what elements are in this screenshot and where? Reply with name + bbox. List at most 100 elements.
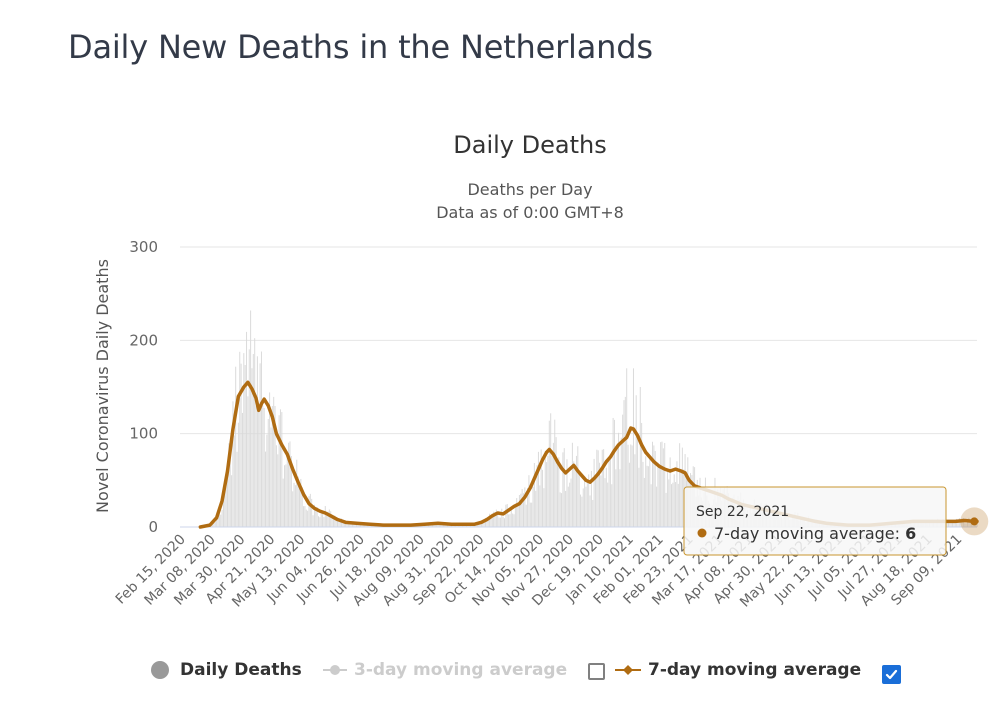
daily-deaths-bar [213,522,215,527]
daily-deaths-bar [353,523,355,527]
daily-deaths-bar [573,461,575,527]
daily-deaths-bar [313,504,315,527]
daily-deaths-bar [482,521,484,527]
daily-deaths-bar [517,503,519,527]
daily-deaths-bar [642,461,644,527]
daily-deaths-bar [960,519,962,527]
daily-deaths-bar [533,463,535,527]
daily-deaths-bar [952,522,954,527]
daily-deaths-bar [662,448,664,527]
daily-deaths-bar [523,493,525,527]
daily-deaths-bar [266,434,268,527]
daily-deaths-bar [949,522,951,527]
daily-deaths-bar [236,451,238,527]
daily-deaths-bar [536,465,538,527]
daily-deaths-bar [582,488,584,527]
chart-title: Daily Deaths [453,131,606,159]
legend-item-daily-deaths[interactable]: Daily Deaths [150,659,302,681]
daily-deaths-bar [657,462,659,527]
daily-deaths-bar [251,368,253,527]
daily-deaths-bar [263,408,265,527]
daily-deaths-bar [220,514,222,527]
daily-deaths-bar [305,509,307,527]
daily-deaths-bar [298,486,300,527]
daily-deaths-bar [600,475,602,527]
daily-deaths-bar [969,519,971,527]
daily-deaths-bar [247,396,249,527]
daily-deaths-bar [638,467,640,527]
daily-deaths-bar [546,462,548,527]
daily-deaths-bar [531,502,533,527]
daily-deaths-bar [567,486,569,527]
daily-deaths-bar [578,472,580,527]
daily-deaths-bar [259,363,261,527]
tooltip: Sep 22, 2021 7-day moving average: 6 [683,486,947,556]
daily-deaths-bar [570,478,572,527]
daily-deaths-bar [668,479,670,527]
chart-area: Daily Deaths Deaths per Day Data as of 0… [93,131,989,611]
daily-deaths-bar [324,506,326,527]
daily-deaths-bar [270,427,272,527]
daily-deaths-bar [271,406,273,527]
tooltip-series-label: 7-day moving average: 6 [714,524,916,543]
daily-deaths-bar [265,451,267,527]
daily-deaths-bar [273,396,275,527]
daily-deaths-bar [650,484,652,527]
daily-deaths-bar [520,493,522,527]
legend-item-3day-ma[interactable]: 3-day moving average [322,659,567,681]
daily-deaths-bar [311,498,313,527]
daily-deaths-bar [664,442,666,527]
daily-deaths-bar [597,450,599,527]
daily-deaths-bar [228,443,230,527]
daily-deaths-bar [275,445,277,527]
legend-item-7day-ma[interactable]: 7-day moving average [614,659,861,681]
daily-deaths-bar [521,489,523,527]
daily-deaths-bar [292,491,294,527]
daily-deaths-bar [637,432,639,527]
daily-deaths-bar [529,502,531,527]
daily-deaths-bar [561,493,563,527]
daily-deaths-bar [495,509,497,527]
daily-deaths-bar [574,468,576,527]
daily-deaths-bar [658,465,660,527]
daily-deaths-bar [946,522,948,527]
daily-deaths-bar [343,523,345,527]
daily-deaths-bar [947,522,949,527]
daily-deaths-bar [965,523,967,527]
daily-deaths-bar [323,517,325,527]
daily-deaths-bar [294,485,296,527]
daily-deaths-bar [489,513,491,527]
daily-deaths-bar [654,451,656,527]
daily-deaths-bar [639,387,641,527]
daily-deaths-bar [586,480,588,527]
daily-deaths-bar [544,451,546,527]
daily-deaths-bar [646,465,648,527]
checkbox-7day-ma[interactable] [882,665,901,684]
daily-deaths-bar [347,523,349,527]
daily-deaths-bar [269,392,271,527]
legend-label-3day-ma: 3-day moving average [354,660,568,680]
daily-deaths-bar [505,504,507,527]
daily-deaths-bar [619,469,621,527]
daily-deaths-bar [479,524,481,527]
daily-deaths-bar [502,516,504,527]
daily-deaths-bar [665,492,667,527]
daily-deaths-bar [524,487,526,527]
daily-deaths-bar [222,491,224,527]
daily-deaths-bar [331,515,333,527]
daily-deaths-bar [480,523,482,527]
daily-deaths-bar [227,478,229,527]
daily-deaths-bar [632,368,634,527]
daily-deaths-bar [484,517,486,527]
daily-deaths-bar [950,521,952,527]
daily-deaths-bar [527,487,529,527]
daily-deaths-bar [954,520,956,527]
daily-deaths-bar [673,474,675,527]
daily-deaths-bar [630,444,632,527]
daily-deaths-bar [241,412,243,527]
daily-deaths-bar [361,524,363,527]
checkbox-3day-ma[interactable] [588,663,605,680]
daily-deaths-bar [255,405,257,527]
daily-deaths-bar [304,506,306,527]
daily-deaths-bar [339,522,341,527]
